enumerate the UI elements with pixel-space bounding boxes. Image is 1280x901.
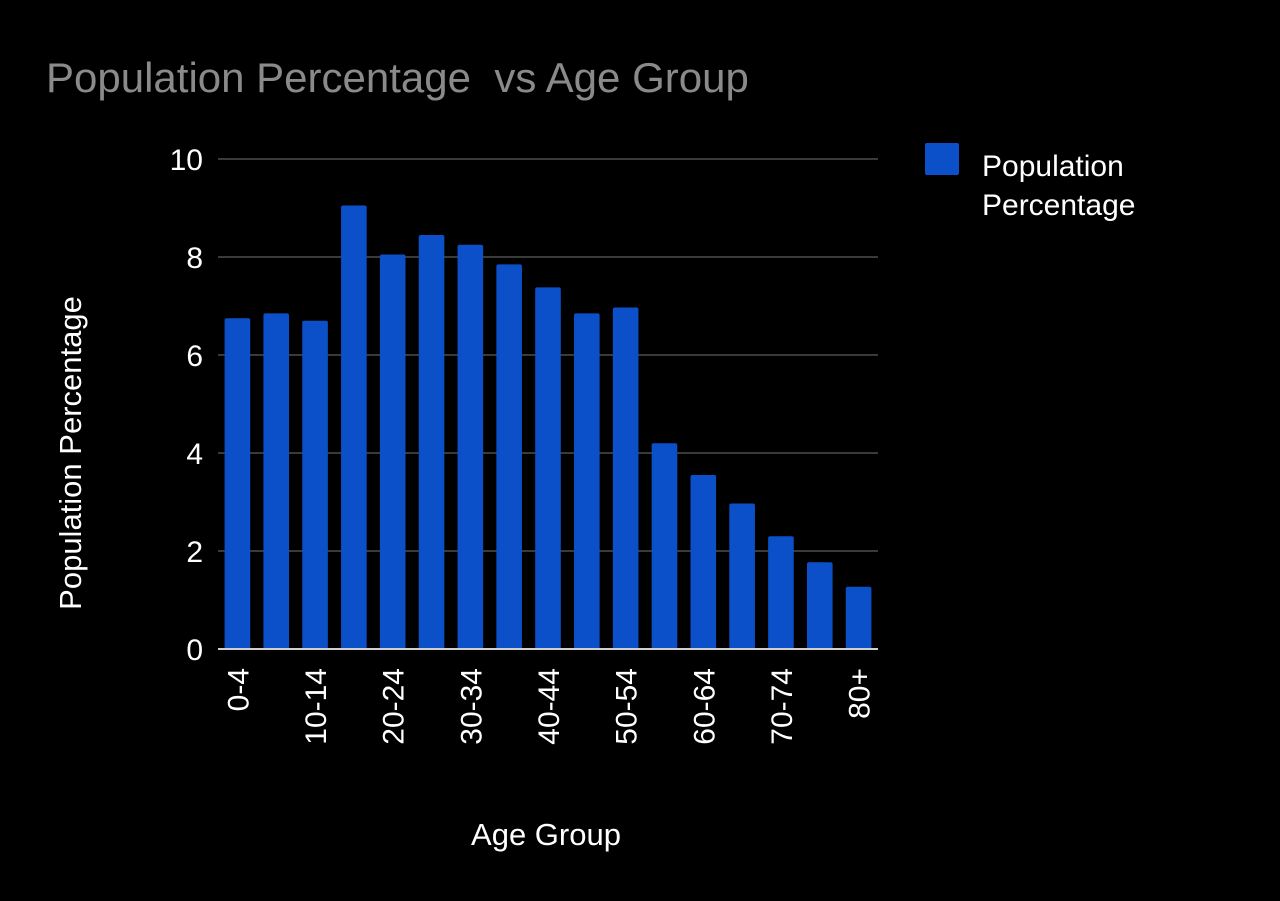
bar-10-14 [302, 320, 328, 649]
x-tick-label-40-44: 40-44 [533, 668, 566, 745]
y-tick-label-6: 6 [186, 340, 203, 373]
chart-title: Population Percentage vs Age Group [46, 54, 749, 101]
bar-45-49 [574, 313, 600, 649]
y-axis-ticks: 0 2 4 6 8 10 [170, 144, 203, 667]
bar-60-64 [690, 475, 717, 649]
x-tick-label-50-54: 50-54 [611, 668, 644, 745]
bar-55-59 [651, 443, 678, 649]
bar-25-29 [418, 234, 445, 649]
bar-40-44 [535, 287, 561, 649]
legend: Population Percentage [925, 143, 1135, 222]
x-axis-title: Age Group [471, 817, 621, 852]
bars [224, 205, 872, 650]
x-tick-label-70-74: 70-74 [766, 668, 799, 745]
x-tick-label-10-14: 10-14 [300, 668, 333, 745]
bar-70-74 [768, 536, 794, 649]
y-tick-label-10: 10 [170, 144, 203, 177]
y-axis-title: Population Percentage [53, 296, 88, 610]
legend-label-line-2: Percentage [982, 189, 1135, 222]
x-tick-label-20-24: 20-24 [378, 668, 411, 745]
bar-0-4 [224, 318, 251, 649]
legend-label-line-1: Population [982, 150, 1124, 183]
y-tick-label-0: 0 [186, 634, 203, 667]
x-tick-label-0-4: 0-4 [222, 668, 255, 711]
legend-swatch [925, 143, 959, 175]
bar-35-39 [496, 264, 522, 649]
y-tick-label-4: 4 [186, 438, 203, 471]
y-tick-label-8: 8 [186, 242, 203, 275]
x-tick-label-60-64: 60-64 [688, 668, 721, 745]
bar-20-24 [379, 254, 406, 650]
bar-80+ [845, 586, 872, 649]
bar-75-79 [806, 562, 833, 649]
y-tick-label-2: 2 [186, 536, 203, 569]
bar-65-69 [729, 503, 755, 649]
x-tick-label-30-34: 30-34 [455, 668, 488, 745]
bar-15-19 [341, 205, 367, 650]
bar-30-34 [457, 244, 484, 649]
bar-5-9 [263, 313, 290, 649]
x-axis-ticks: 0-4 10-14 20-24 30-34 40-44 50-54 60-64 70-74 80… [222, 668, 876, 745]
bar-50-54 [612, 307, 639, 649]
x-tick-label-80+: 80+ [844, 668, 877, 719]
